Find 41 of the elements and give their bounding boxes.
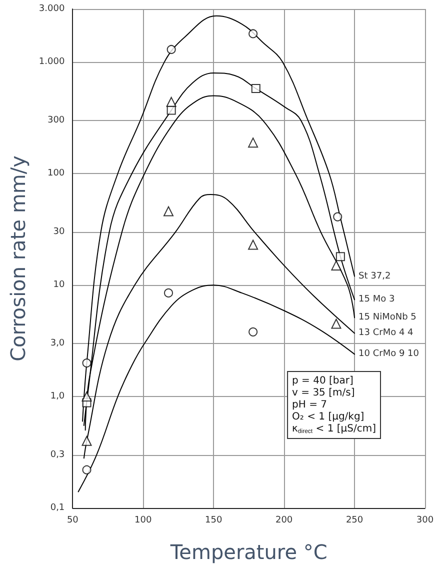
x-tick-label: 100 [134,516,152,526]
series-label: 15 Mo 3 [358,294,395,305]
point [248,29,258,38]
point [166,106,176,115]
series-label: St 37,2 [358,271,391,282]
y-tick-label: 1,0 [50,392,65,402]
point [248,240,258,250]
point [82,392,92,402]
series-label: 13 CrMo 4 4 [358,328,414,338]
y-tick-label: 10 [53,280,65,290]
point [164,206,174,216]
x-tick-label: 300 [416,516,434,526]
x-tick-label: 150 [205,516,222,526]
point [82,358,92,368]
point [82,465,92,474]
point [251,84,260,94]
point [336,252,345,262]
point [333,212,342,222]
y-tick-label: 3,0 [50,338,65,348]
x-tick-label: 200 [275,516,293,526]
point [331,318,342,329]
point [82,436,92,446]
x-tick-label: 50 [66,516,79,526]
y-tick-label: 100 [47,168,65,179]
series-label: 10 CrMo 9 10 [358,349,420,360]
y-axis-title: Corrosion rate mm/y [6,155,30,362]
series-label: 15 NiMoNb 5 [358,312,416,323]
point [164,288,173,298]
y-tick-label: 300 [47,115,65,126]
point [166,44,176,54]
point [331,260,342,270]
y-tick-label: 30 [53,226,65,237]
x-tick-label: 250 [346,516,364,526]
y-tick-label: 0,3 [50,450,65,460]
x-axis-title: Temperature °C [169,540,328,564]
point [166,96,176,107]
point [248,138,258,148]
y-tick-label: 1.000 [38,57,65,68]
point [248,327,258,336]
y-tick-label: 3.000 [38,4,65,14]
y-tick-label: 0,1 [50,503,65,513]
